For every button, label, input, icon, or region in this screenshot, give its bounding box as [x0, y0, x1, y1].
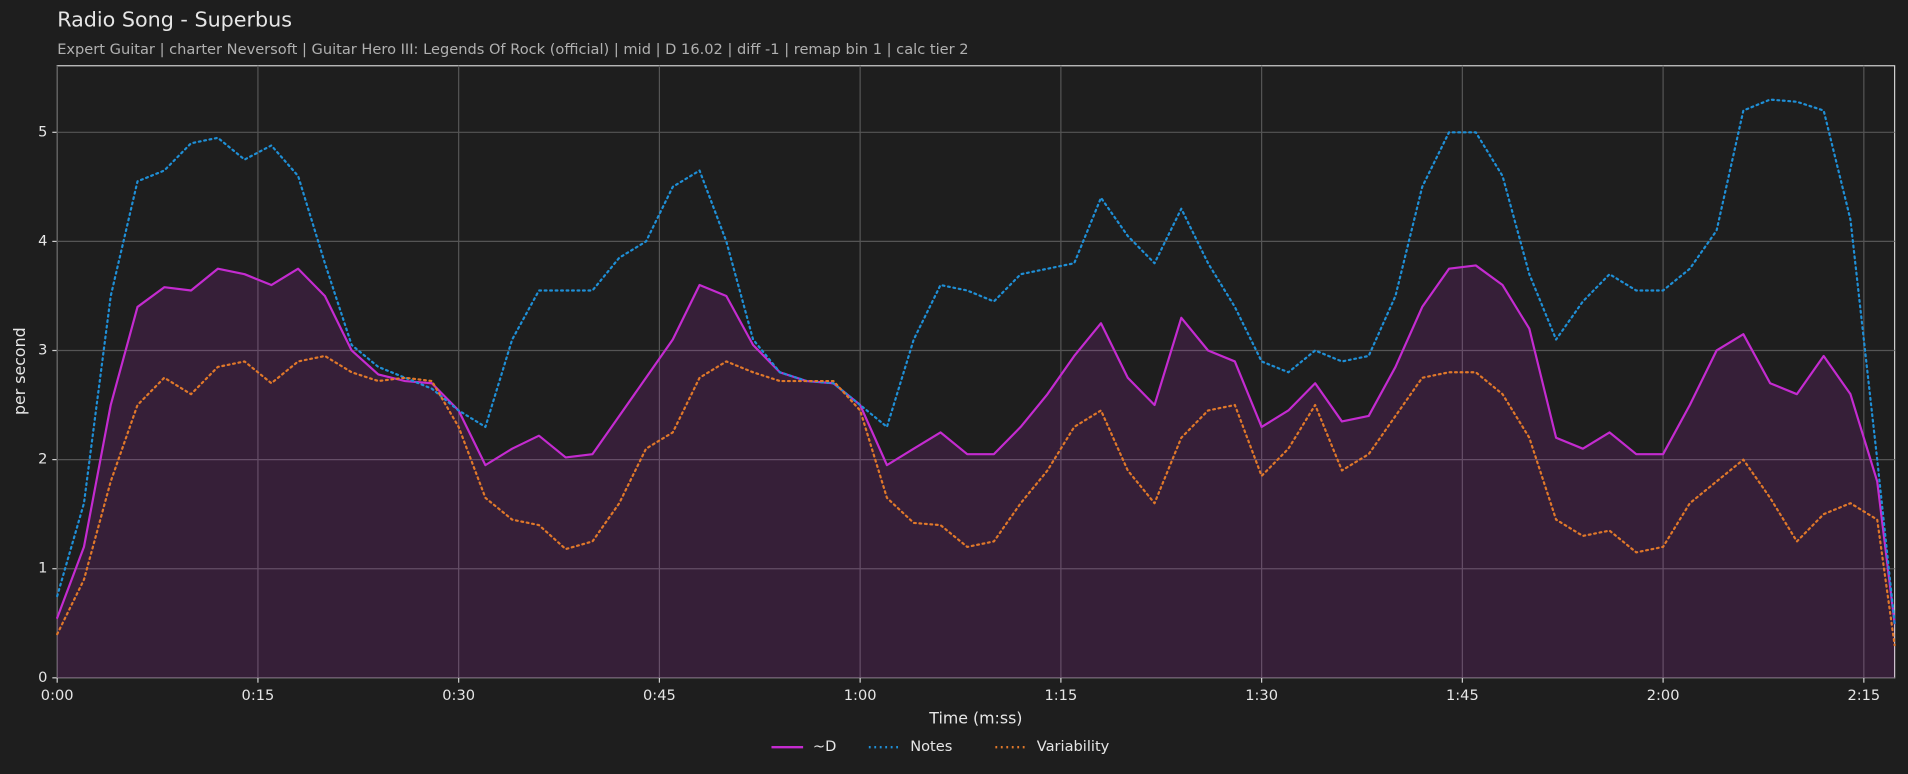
x-tick-label: 0:30	[442, 687, 475, 704]
x-tick-label: 0:15	[242, 687, 275, 704]
x-tick-label: 0:00	[41, 687, 74, 704]
x-tick-label: 1:00	[844, 687, 877, 704]
y-tick-label: 1	[38, 560, 47, 577]
y-tick-label: 5	[38, 123, 47, 140]
x-tick-label: 0:45	[643, 687, 676, 704]
y-tick-label: 2	[38, 451, 47, 468]
y-axis-label: per second	[10, 327, 29, 415]
line	[56, 354, 1896, 647]
area	[57, 265, 1895, 678]
chart-title: Radio Song - Superbus	[57, 8, 292, 32]
y-tick-label: 4	[38, 232, 47, 249]
line	[56, 264, 1896, 625]
x-tick-label: 1:45	[1446, 687, 1479, 704]
legend-label: Variability	[1037, 738, 1110, 755]
line	[56, 98, 1896, 625]
plot-area	[56, 65, 1896, 679]
x-tick-label: 1:15	[1044, 687, 1077, 704]
x-axis-label: Time (m:ss)	[928, 709, 1022, 728]
legend-label: Notes	[910, 738, 952, 755]
x-tick-label: 2:15	[1847, 687, 1880, 704]
x-tick-label: 1:30	[1245, 687, 1278, 704]
y-tick-label: 0	[38, 669, 47, 686]
legend-label: ~D	[813, 738, 836, 755]
chart-subtitle: Expert Guitar | charter Neversoft | Guit…	[57, 41, 968, 58]
y-tick-label: 3	[38, 342, 47, 359]
x-tick-label: 2:00	[1647, 687, 1680, 704]
